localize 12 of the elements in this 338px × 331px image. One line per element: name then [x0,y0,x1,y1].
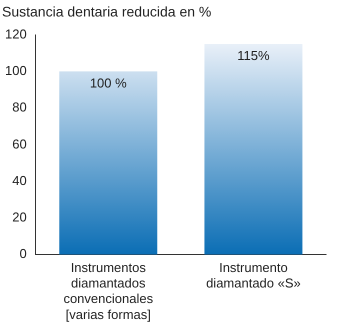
y-tick-label: 100 [4,63,27,78]
x-tick-label: Instrumento diamantado «S» [206,260,301,291]
data-label: 100 % [90,76,128,91]
y-tick-label: 20 [12,210,27,225]
chart-title: Sustancia dentaria reducida en % [2,3,212,20]
x-tick-label: Instrumentos diamantados convencionales [varias formas] [63,260,154,322]
y-tick-label: 80 [12,100,27,115]
y-tick-label: 60 [12,136,27,152]
data-label: 115% [237,48,270,64]
y-tick-label: 120 [4,26,27,42]
y-tick-label: 40 [12,172,27,188]
y-tick-label: 0 [19,246,27,262]
